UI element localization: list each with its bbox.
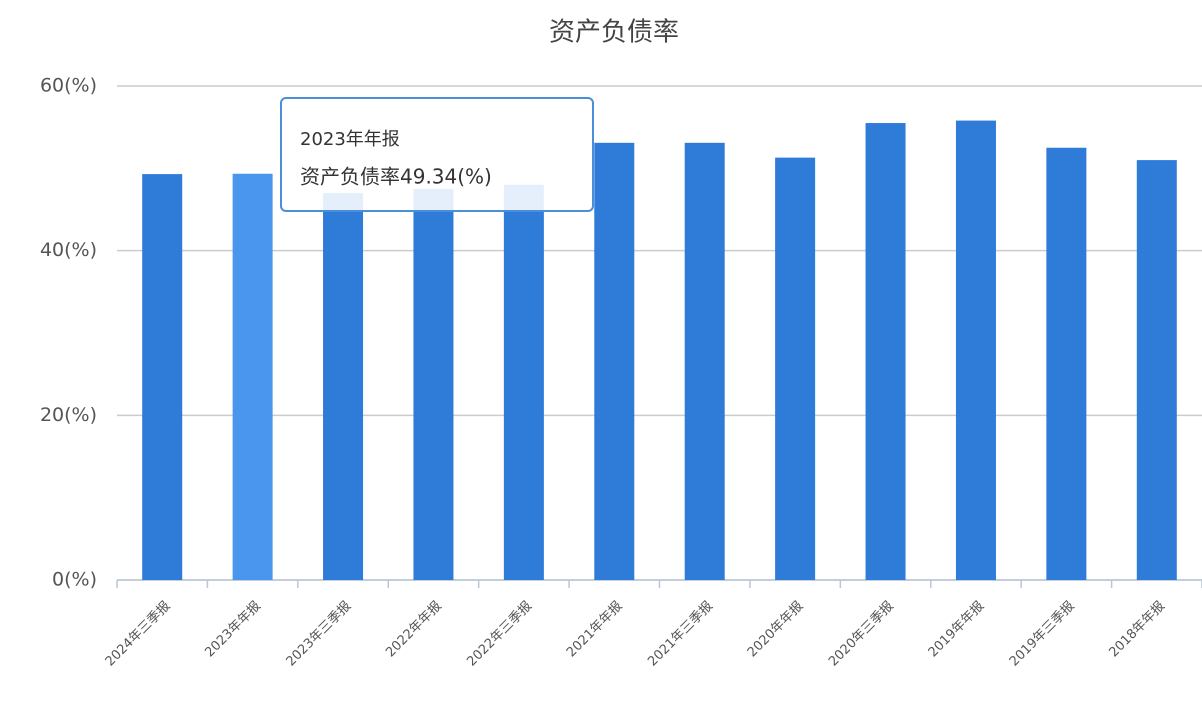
x-tick-label: 2022年三季报 (464, 599, 535, 670)
bar (955, 120, 996, 580)
x-tick-label: 2020年三季报 (826, 599, 897, 670)
bar (413, 188, 454, 580)
bar (865, 123, 906, 581)
x-tick-label: 2018年年报 (1107, 599, 1169, 661)
bar (775, 157, 816, 580)
plot-area: 0(%) 20(%) 40(%) 60(%) 2024年三季报 2023年年报 2023年三… (40, 75, 1202, 670)
x-tick-label: 2024年三季报 (103, 599, 174, 670)
bar (503, 184, 544, 581)
bar (142, 174, 183, 580)
bar (594, 142, 635, 580)
tooltip-box (280, 97, 594, 212)
tooltip-title: 2023年年报 (300, 129, 400, 150)
x-tick-label: 2023年年报 (202, 599, 264, 661)
x-tick-label: 2021年三季报 (645, 599, 716, 670)
y-tick-label: 0(%) (52, 569, 97, 591)
x-tick-label: 2019年三季报 (1007, 599, 1078, 670)
x-tick-label: 2023年三季报 (284, 599, 355, 670)
x-tick-label: 2021年年报 (564, 599, 626, 661)
chart-title: 资产负债率 (549, 18, 679, 48)
bar (1046, 147, 1087, 580)
y-tick-label: 20(%) (40, 404, 97, 426)
tooltip-text: 资产负债率49.34(%) (300, 165, 492, 189)
bar (1136, 160, 1177, 580)
x-tick-label: 2019年年报 (926, 599, 988, 661)
bar (232, 173, 273, 580)
x-tick-label: 2020年年报 (745, 599, 807, 661)
y-tick-label: 60(%) (40, 75, 97, 97)
x-tick-label: 2022年年报 (383, 599, 445, 661)
bar (323, 193, 364, 581)
tooltip: 2023年年报 资产负债率49.34(%) (280, 97, 594, 212)
y-tick-label: 40(%) (40, 239, 97, 261)
bar (684, 142, 725, 580)
